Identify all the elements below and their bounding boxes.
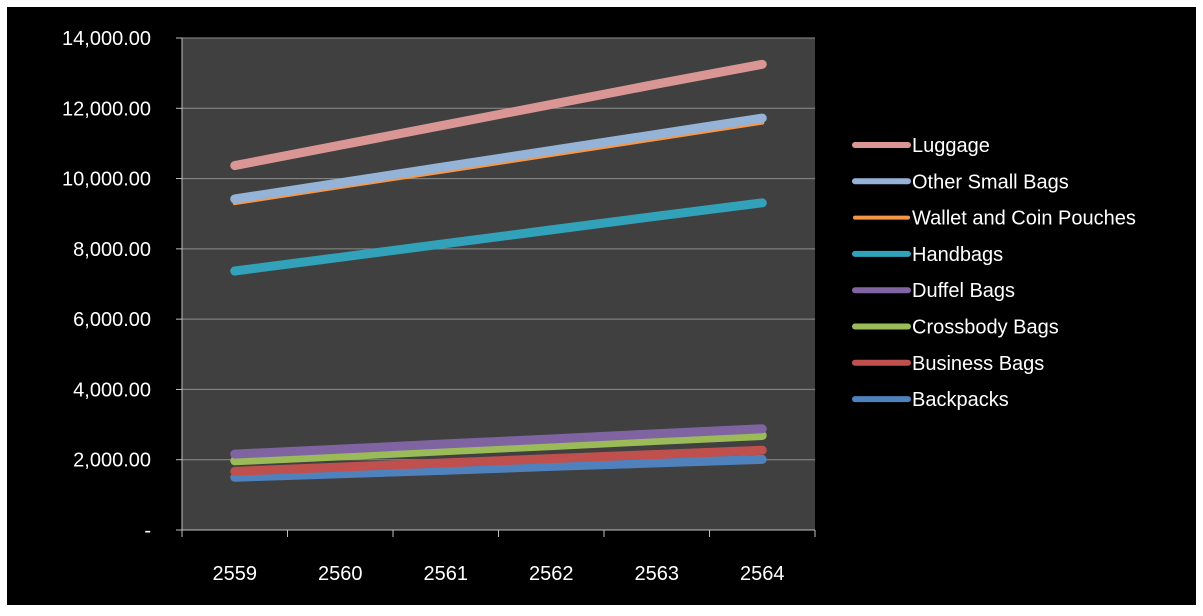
legend-label-crossbody-bags: Crossbody Bags <box>912 317 1059 339</box>
legend-label-luggage: Luggage <box>912 135 990 157</box>
series-line-handbags <box>230 198 767 276</box>
x-tick-label: 2563 <box>635 563 680 585</box>
legend-label-wallet-and-coin-pouches: Wallet and Coin Pouches <box>912 208 1136 230</box>
y-tick-label: 8,000.00 <box>73 239 151 261</box>
x-tick-label: 2562 <box>529 563 574 585</box>
x-tick-label: 2564 <box>740 563 785 585</box>
series-lines <box>230 59 767 482</box>
legend-label-handbags: Handbags <box>912 244 1003 266</box>
series-line-crossbody-bags <box>230 430 767 466</box>
y-tick-label: 6,000.00 <box>73 309 151 331</box>
series-line-business-bags <box>230 445 767 476</box>
y-tick-labels: - 2,000.00 4,000.00 6,000.00 8,000.00 10,000.… <box>62 28 151 542</box>
legend-label-duffel-bags: Duffel Bags <box>912 280 1015 302</box>
axes <box>176 37 816 537</box>
series-line-duffel-bags <box>230 424 767 459</box>
series-line-other-small-bags <box>230 113 767 204</box>
legend-label-backpacks: Backpacks <box>912 389 1009 411</box>
legend-label-business-bags: Business Bags <box>912 353 1044 375</box>
x-tick-label: 2560 <box>318 563 363 585</box>
y-tick-label: - <box>144 520 151 542</box>
y-tick-label: 10,000.00 <box>62 169 151 191</box>
x-tick-label: 2561 <box>424 563 469 585</box>
x-tick-label: 2559 <box>213 563 258 585</box>
y-tick-label: 14,000.00 <box>62 28 151 50</box>
x-tick-labels: 2559 2560 2561 2562 2563 2564 <box>213 563 785 585</box>
legend: Luggage Other Small Bags Wallet and Coin P… <box>852 135 1136 411</box>
series-line-luggage <box>230 59 767 171</box>
y-tick-label: 2,000.00 <box>73 450 151 472</box>
y-tick-label: 12,000.00 <box>62 98 151 120</box>
legend-label-other-small-bags: Other Small Bags <box>912 171 1069 193</box>
y-tick-label: 4,000.00 <box>73 379 151 401</box>
series-line-backpacks <box>230 454 767 482</box>
